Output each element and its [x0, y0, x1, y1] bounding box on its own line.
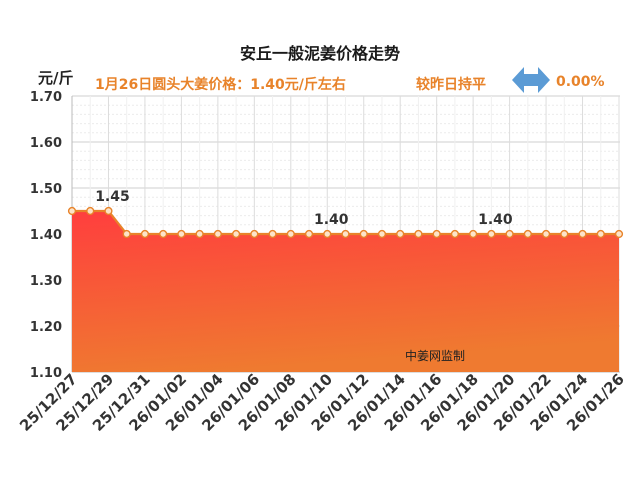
data-point — [596, 229, 605, 239]
change-percent: 0.00% — [556, 74, 605, 90]
data-point — [359, 229, 368, 239]
double-arrow-icon — [512, 67, 550, 93]
data-point — [104, 206, 113, 216]
data-point — [396, 229, 405, 239]
data-point — [469, 229, 478, 239]
data-point — [541, 229, 551, 239]
data-point — [560, 229, 569, 239]
y-tick-label: 1.10 — [30, 366, 62, 381]
watermark: 中姜网监制 — [405, 348, 465, 363]
y-tick-label: 1.70 — [30, 90, 62, 105]
data-point — [67, 206, 77, 216]
y-tick-label: 1.60 — [30, 136, 62, 151]
chart-title: 安丘一般泥姜价格走势 — [239, 44, 400, 63]
data-point — [177, 229, 186, 239]
y-tick-label: 1.50 — [30, 182, 62, 197]
y-tick-label: 1.30 — [30, 274, 62, 289]
data-point — [268, 229, 277, 239]
x-axis-ticks: 25/12/2725/12/2925/12/3126/01/0226/01/04… — [16, 370, 628, 435]
data-point — [304, 229, 314, 239]
data-point — [323, 229, 332, 239]
data-point — [523, 229, 532, 239]
data-point — [505, 229, 514, 239]
data-point — [195, 229, 204, 239]
price-summary: 1月26日圆头大姜价格：1.40元/斤左右 — [95, 77, 346, 93]
data-point — [159, 229, 168, 239]
data-point — [140, 229, 150, 239]
y-tick-label: 1.40 — [30, 228, 62, 243]
data-labels: 1.45 1.40 1.40 — [95, 189, 513, 228]
data-label: 1.40 — [478, 212, 513, 228]
data-point — [122, 229, 131, 239]
data-points — [67, 206, 624, 239]
data-point — [86, 206, 95, 216]
data-point — [578, 229, 587, 239]
data-point — [614, 229, 624, 239]
data-point — [250, 229, 259, 239]
data-point — [377, 229, 387, 239]
data-point — [341, 229, 350, 239]
data-point — [232, 229, 241, 239]
data-point — [213, 229, 222, 239]
data-point — [432, 229, 441, 239]
data-label: 1.40 — [314, 212, 349, 228]
data-label: 1.45 — [95, 189, 130, 205]
y-axis-unit: 元/斤 — [38, 69, 74, 87]
data-point — [286, 229, 295, 239]
y-axis-ticks: 1.70 1.60 1.50 1.40 1.30 1.20 1.10 — [30, 90, 62, 381]
y-tick-label: 1.20 — [30, 320, 62, 335]
data-point — [414, 229, 423, 239]
data-point — [450, 229, 460, 239]
compare-text: 较昨日持平 — [416, 77, 486, 93]
area-shape — [72, 211, 619, 372]
data-point — [487, 229, 496, 239]
